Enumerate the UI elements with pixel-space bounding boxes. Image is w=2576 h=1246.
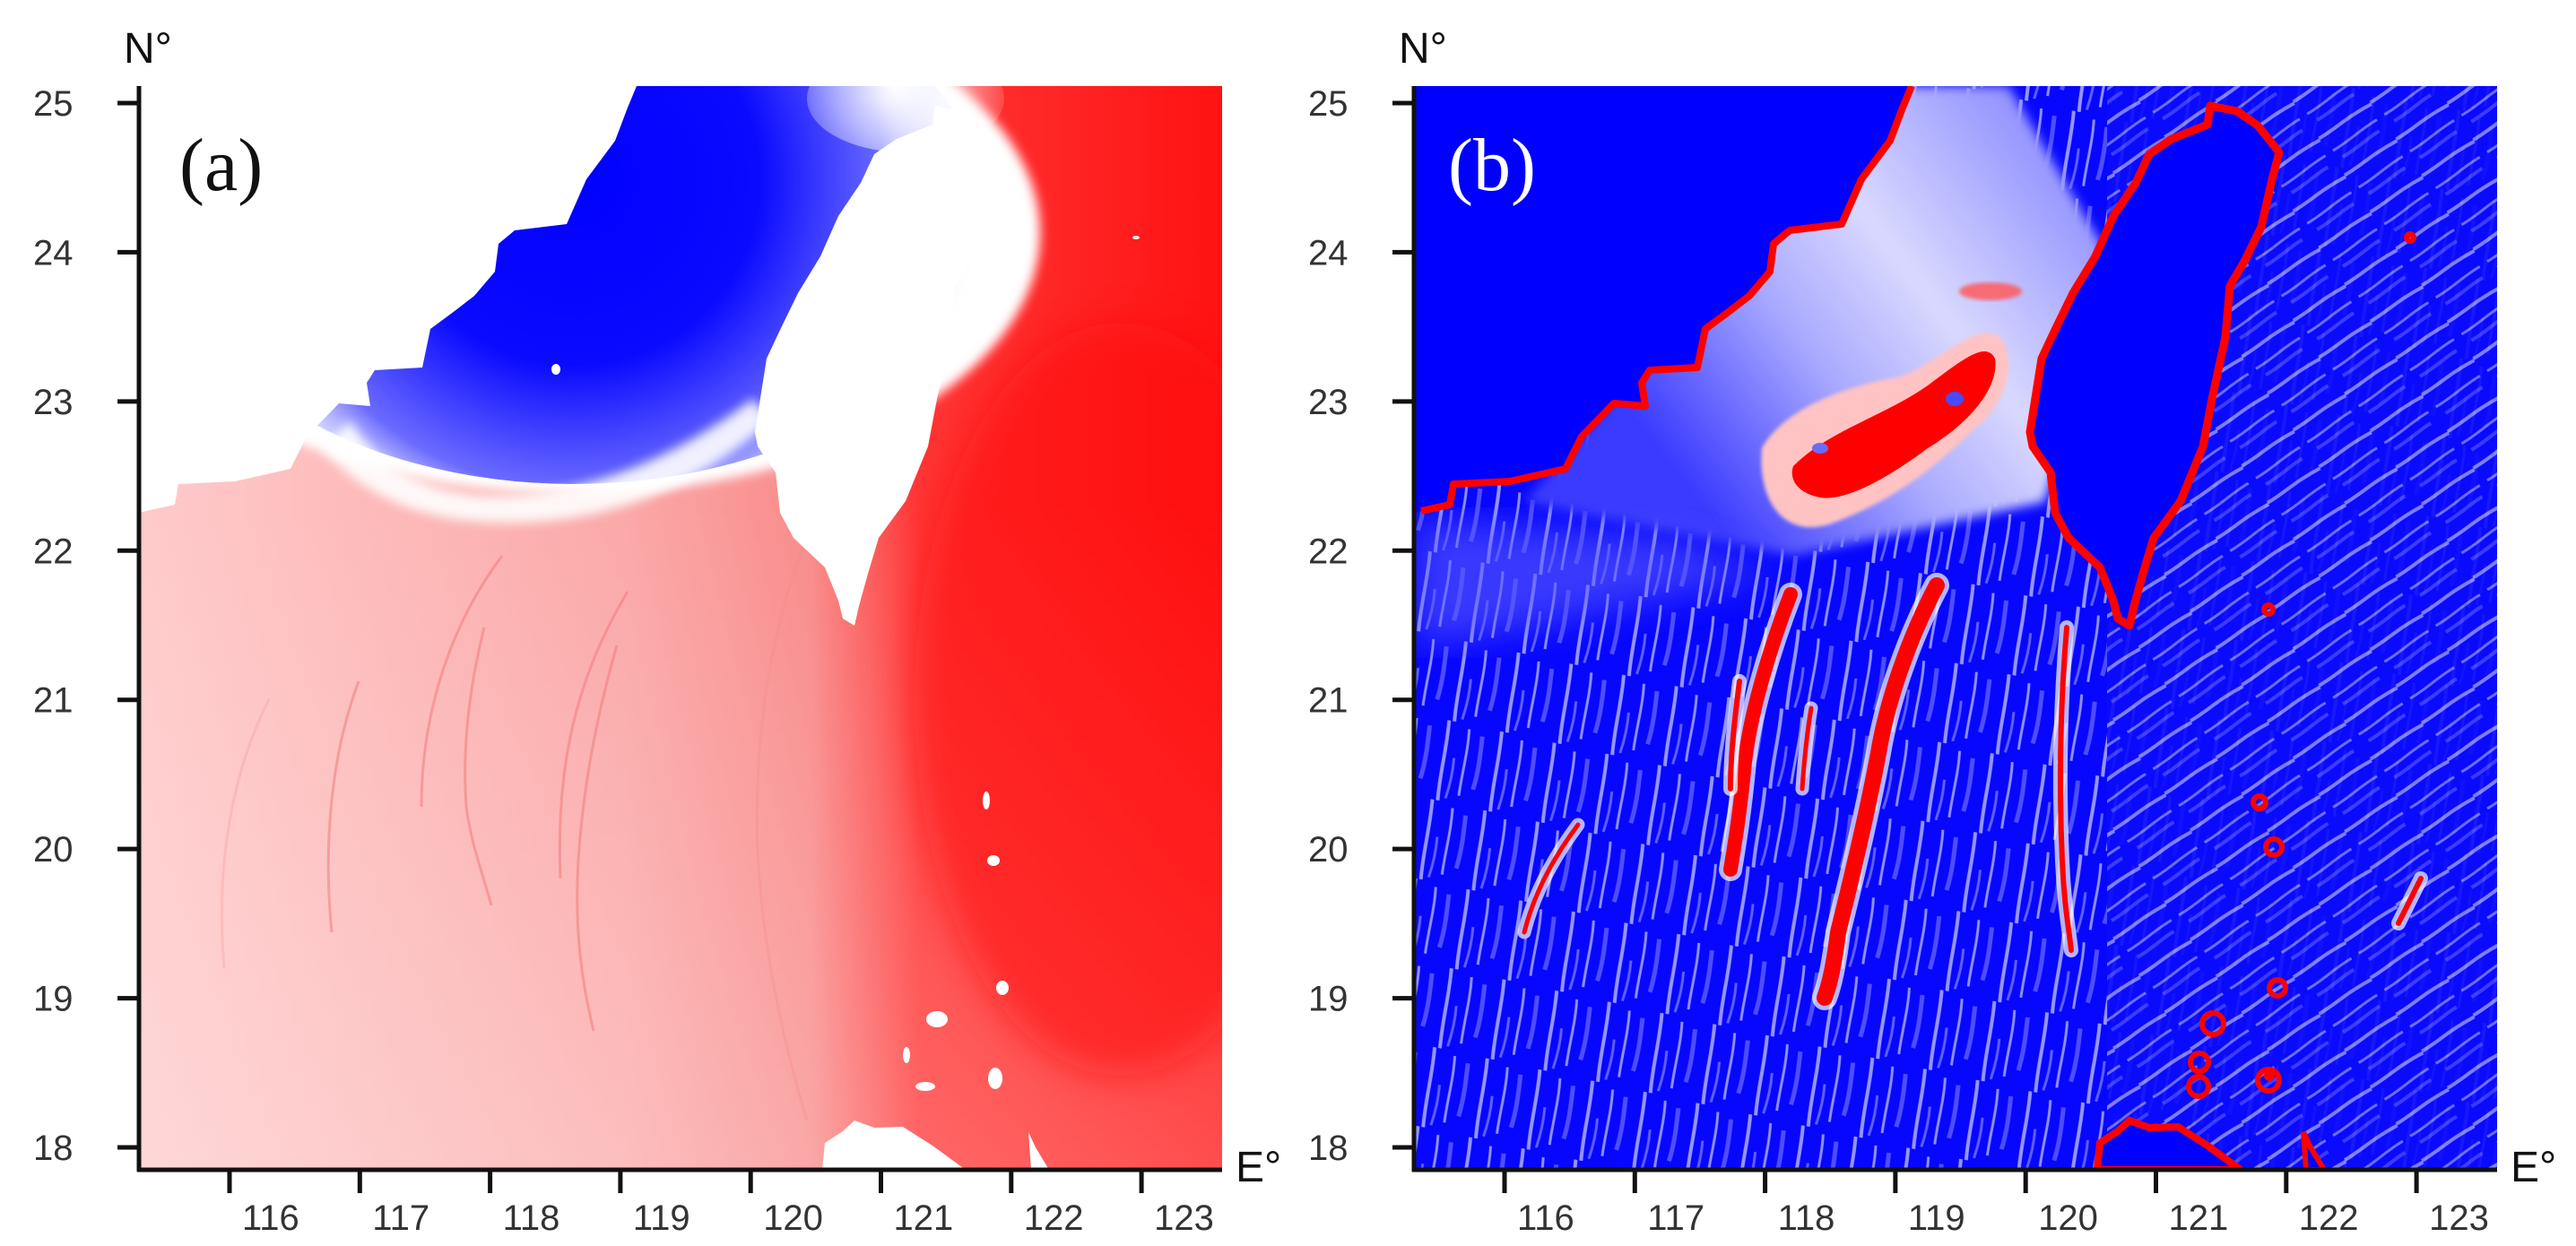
island <box>1132 236 1140 239</box>
panel-b-label: (b) <box>1448 124 1536 207</box>
front-stripe <box>1800 705 1814 792</box>
island <box>915 1082 935 1091</box>
x-tick-label: 121 <box>894 1198 954 1238</box>
island <box>996 981 1009 995</box>
front-stripe <box>1728 679 1742 792</box>
y-tick-label: 20 <box>1308 830 1349 870</box>
y-tick-label: 24 <box>33 233 74 273</box>
island-ring <box>2199 1010 2226 1037</box>
x-tick-label: 123 <box>2429 1198 2489 1238</box>
y-tick-label: 21 <box>33 681 74 721</box>
y-tick-label: 25 <box>1308 84 1349 124</box>
x-tick-label: 120 <box>763 1198 823 1238</box>
panel-a-x-unit: E° <box>1236 1144 1281 1191</box>
y-tick-label: 18 <box>33 1129 74 1168</box>
x-tick-label: 117 <box>1647 1198 1704 1238</box>
china-coastline-front <box>1420 86 1915 515</box>
y-tick-label: 24 <box>1308 233 1349 273</box>
island-ring <box>2188 1051 2211 1074</box>
island-ring <box>2263 836 2285 858</box>
x-tick-label: 120 <box>2038 1198 2098 1238</box>
front-stripe <box>1817 577 1945 1006</box>
x-tick-label: 119 <box>633 1198 690 1238</box>
panel-a-y-unit: N° <box>124 25 172 73</box>
y-tick-label: 19 <box>1308 980 1349 1019</box>
panel-a-label: (a) <box>179 124 263 207</box>
luzon-east-land-b <box>2301 1130 2328 1170</box>
panel-b-x-unit: E° <box>2511 1144 2556 1191</box>
y-tick-label: 19 <box>33 980 74 1019</box>
x-tick-label: 117 <box>372 1198 429 1238</box>
china-coast-land <box>139 86 637 513</box>
island-ring <box>2186 1074 2211 1099</box>
front-stripe <box>2396 876 2424 926</box>
panel-b-axes <box>1411 86 2497 1172</box>
y-tick-label: 20 <box>33 830 74 870</box>
panel-b: 25 24 23 22 21 20 19 18 116 117 118 119 120 121 122 12… <box>1308 25 2556 1238</box>
island <box>983 792 990 809</box>
y-tick-label: 23 <box>1308 383 1349 422</box>
taiwan-land-b <box>2025 101 2284 630</box>
front-stripe <box>2057 625 2074 953</box>
island-ring <box>2251 793 2268 811</box>
luzon-land <box>822 1121 966 1170</box>
y-tick-label: 18 <box>1308 1129 1349 1168</box>
x-tick-label: 116 <box>242 1198 299 1238</box>
y-tick-label: 23 <box>33 383 74 422</box>
panel-a: 25 24 23 22 21 20 19 18 116 117 118 119 120 121 122 12… <box>33 25 1281 1238</box>
front-stripe <box>1522 822 1581 935</box>
island <box>551 364 560 375</box>
x-tick-label: 118 <box>1778 1198 1835 1238</box>
x-tick-label: 122 <box>2299 1198 2359 1238</box>
panel-b-y-ticks: 25 24 23 22 21 20 19 18 <box>1308 84 1414 1168</box>
island <box>988 1068 1002 1089</box>
taiwan-land <box>755 106 1004 626</box>
island-fronts <box>2186 231 2416 1099</box>
island <box>987 855 1000 866</box>
china-coast-land-b <box>1414 86 1912 513</box>
island-ring <box>2264 1070 2275 1081</box>
panel-a-axes <box>136 86 1222 1172</box>
x-tick-label: 119 <box>1908 1198 1965 1238</box>
x-tick-label: 123 <box>1154 1198 1214 1238</box>
luzon-east-land <box>1028 1132 1049 1170</box>
luzon-land-b <box>2093 1116 2247 1170</box>
x-tick-label: 122 <box>1024 1198 1084 1238</box>
y-tick-label: 21 <box>1308 681 1349 721</box>
y-tick-label: 22 <box>33 532 74 571</box>
front-stripe <box>1723 587 1798 877</box>
panel-a-x-ticks: 116 117 118 119 120 121 122 123 <box>227 1170 1214 1238</box>
island <box>926 1011 948 1027</box>
island-ring <box>2261 602 2276 617</box>
island-ring <box>2404 231 2416 244</box>
panel-a-y-ticks: 25 24 23 22 21 20 19 18 <box>33 84 139 1168</box>
panel-b-y-unit: N° <box>1399 25 1447 73</box>
x-tick-label: 116 <box>1517 1198 1574 1238</box>
islands <box>551 236 1140 1091</box>
internal-wave-fronts <box>1517 573 2428 1010</box>
island-ring <box>2255 1067 2282 1094</box>
island <box>903 1047 910 1063</box>
y-tick-label: 25 <box>33 84 74 124</box>
x-tick-label: 121 <box>2169 1198 2229 1238</box>
x-tick-label: 118 <box>503 1198 560 1238</box>
island-ring <box>2267 977 2288 999</box>
y-tick-label: 22 <box>1308 532 1349 571</box>
panel-a-wave-arcs <box>220 537 809 1121</box>
panel-b-x-ticks: 116 117 118 119 120 121 122 123 <box>1502 1170 2489 1238</box>
